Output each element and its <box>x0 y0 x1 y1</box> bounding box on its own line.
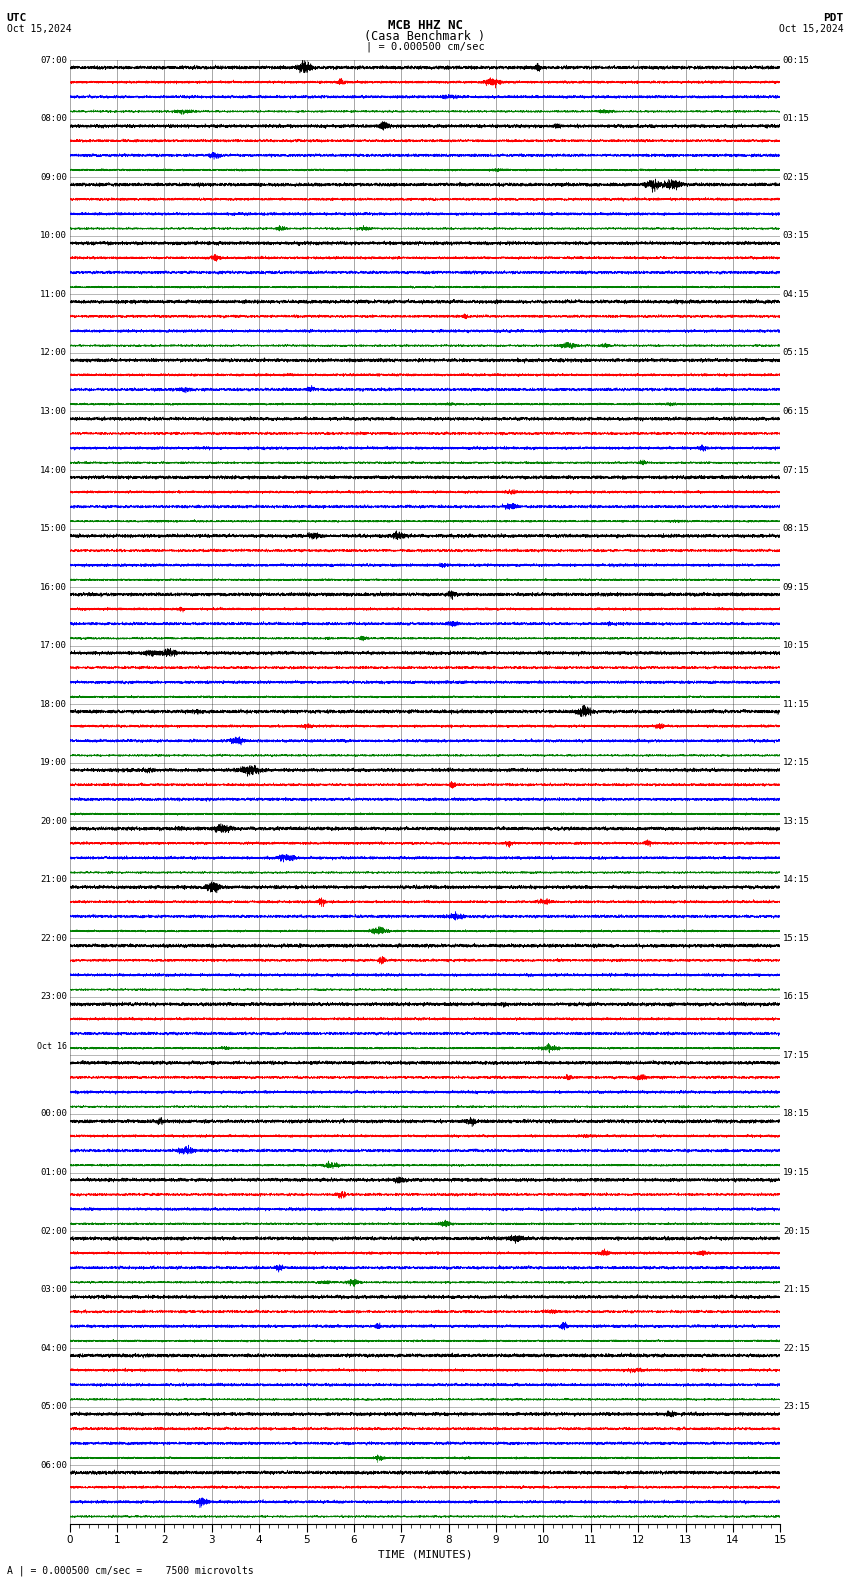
Text: 21:15: 21:15 <box>783 1285 810 1294</box>
Text: MCB HHZ NC: MCB HHZ NC <box>388 19 462 32</box>
Text: 00:00: 00:00 <box>40 1109 67 1118</box>
Text: 14:00: 14:00 <box>40 466 67 475</box>
Text: 17:15: 17:15 <box>783 1050 810 1060</box>
Text: 03:15: 03:15 <box>783 231 810 241</box>
Text: 12:00: 12:00 <box>40 348 67 358</box>
Text: A | = 0.000500 cm/sec =    7500 microvolts: A | = 0.000500 cm/sec = 7500 microvolts <box>7 1565 253 1576</box>
Text: 11:00: 11:00 <box>40 290 67 299</box>
Text: 01:15: 01:15 <box>783 114 810 124</box>
Text: 02:00: 02:00 <box>40 1226 67 1236</box>
Text: 10:00: 10:00 <box>40 231 67 241</box>
Text: 05:15: 05:15 <box>783 348 810 358</box>
Text: (Casa Benchmark ): (Casa Benchmark ) <box>365 30 485 43</box>
Text: 10:15: 10:15 <box>783 642 810 649</box>
Text: 03:00: 03:00 <box>40 1285 67 1294</box>
Text: UTC: UTC <box>7 13 27 22</box>
Text: 15:15: 15:15 <box>783 935 810 942</box>
Text: 07:15: 07:15 <box>783 466 810 475</box>
Text: 19:15: 19:15 <box>783 1167 810 1177</box>
Text: Oct 15,2024: Oct 15,2024 <box>7 24 71 33</box>
Text: 20:00: 20:00 <box>40 817 67 825</box>
Text: | = 0.000500 cm/sec: | = 0.000500 cm/sec <box>366 41 484 52</box>
Text: PDT: PDT <box>823 13 843 22</box>
Text: 13:00: 13:00 <box>40 407 67 417</box>
Text: 04:00: 04:00 <box>40 1343 67 1353</box>
Text: 17:00: 17:00 <box>40 642 67 649</box>
Text: 21:00: 21:00 <box>40 876 67 884</box>
Text: 04:15: 04:15 <box>783 290 810 299</box>
Text: 08:00: 08:00 <box>40 114 67 124</box>
Text: 09:15: 09:15 <box>783 583 810 591</box>
Text: 12:15: 12:15 <box>783 759 810 767</box>
Text: 19:00: 19:00 <box>40 759 67 767</box>
Text: 07:00: 07:00 <box>40 55 67 65</box>
Text: 23:15: 23:15 <box>783 1402 810 1411</box>
Text: 14:15: 14:15 <box>783 876 810 884</box>
Text: 05:00: 05:00 <box>40 1402 67 1411</box>
Text: 01:00: 01:00 <box>40 1167 67 1177</box>
Text: 22:15: 22:15 <box>783 1343 810 1353</box>
Text: 18:15: 18:15 <box>783 1109 810 1118</box>
Text: 16:15: 16:15 <box>783 993 810 1001</box>
Text: 09:00: 09:00 <box>40 173 67 182</box>
Text: 18:00: 18:00 <box>40 700 67 708</box>
Text: Oct 16: Oct 16 <box>37 1042 67 1052</box>
Text: 22:00: 22:00 <box>40 935 67 942</box>
Text: 06:00: 06:00 <box>40 1460 67 1470</box>
X-axis label: TIME (MINUTES): TIME (MINUTES) <box>377 1549 473 1559</box>
Text: 00:15: 00:15 <box>783 55 810 65</box>
Text: 20:15: 20:15 <box>783 1226 810 1236</box>
Text: 16:00: 16:00 <box>40 583 67 591</box>
Text: Oct 15,2024: Oct 15,2024 <box>779 24 843 33</box>
Text: 15:00: 15:00 <box>40 524 67 534</box>
Text: 02:15: 02:15 <box>783 173 810 182</box>
Text: 06:15: 06:15 <box>783 407 810 417</box>
Text: 13:15: 13:15 <box>783 817 810 825</box>
Text: 08:15: 08:15 <box>783 524 810 534</box>
Text: 11:15: 11:15 <box>783 700 810 708</box>
Text: 23:00: 23:00 <box>40 993 67 1001</box>
